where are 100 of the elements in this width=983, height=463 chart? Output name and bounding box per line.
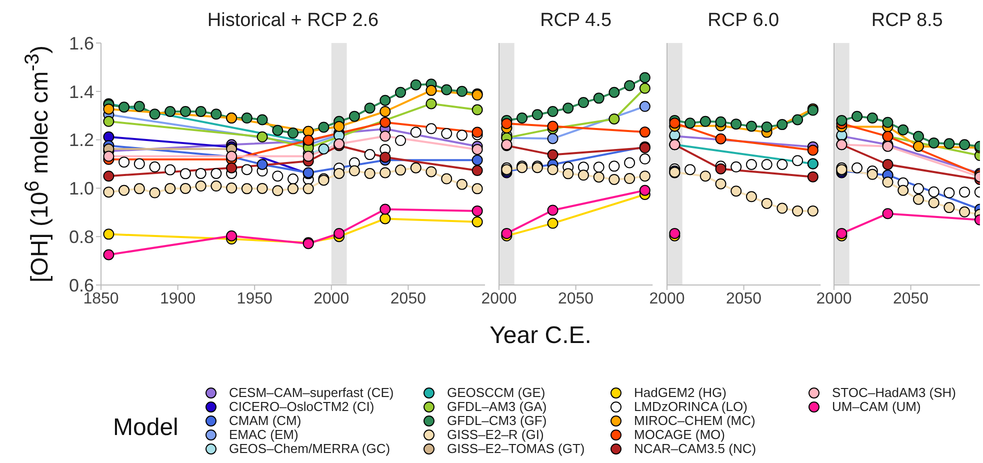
point: [684, 164, 696, 176]
x-tick-label: 1950: [236, 290, 272, 308]
point: [624, 173, 636, 184]
point: [699, 116, 710, 127]
point: [760, 158, 772, 170]
legend-label: UM–CAM (UM): [832, 399, 921, 414]
point: [380, 213, 391, 224]
point: [547, 106, 558, 117]
point: [730, 161, 742, 172]
legend-label: CESM–CAM–superfast (CE): [229, 385, 394, 400]
point: [364, 102, 376, 114]
x-tick-label: 2050: [893, 290, 929, 308]
point: [134, 183, 145, 194]
point: [608, 113, 620, 124]
point: [668, 118, 680, 129]
point: [210, 108, 222, 120]
point: [714, 163, 726, 174]
point: [714, 116, 726, 128]
point: [164, 164, 176, 176]
legend-label: CMAM (CM): [229, 413, 302, 428]
point: [547, 204, 558, 216]
point: [730, 118, 742, 130]
point: [639, 126, 650, 138]
legend-label: GFDL–CM3 (GF): [447, 413, 547, 428]
point: [836, 114, 848, 126]
point: [624, 80, 636, 92]
point: [792, 114, 803, 126]
y-tick-label: 1.4: [68, 82, 94, 102]
point: [395, 164, 406, 176]
point: [624, 157, 636, 168]
point: [134, 100, 145, 112]
point: [318, 122, 330, 133]
point: [714, 178, 726, 190]
point: [746, 158, 757, 170]
point: [395, 86, 406, 98]
point: [410, 79, 422, 90]
legend-label: CICERO–OsloCTM2 (CI): [229, 399, 374, 414]
point: [928, 186, 940, 198]
point: [164, 106, 176, 117]
point: [472, 205, 483, 216]
point: [867, 112, 878, 124]
point: [226, 182, 238, 194]
point: [380, 152, 391, 163]
point: [180, 168, 191, 180]
point: [882, 208, 894, 220]
point: [134, 158, 145, 170]
point: [562, 102, 574, 114]
point: [593, 162, 604, 173]
point: [103, 150, 114, 162]
point: [318, 143, 330, 154]
point: [164, 182, 176, 194]
point: [760, 198, 772, 209]
point: [639, 170, 650, 182]
point: [472, 154, 483, 166]
point: [639, 184, 650, 196]
point: [149, 187, 160, 198]
point: [562, 168, 574, 180]
point: [792, 205, 803, 216]
chart-title: RCP 6.0: [706, 10, 780, 32]
point: [456, 130, 468, 141]
point: [441, 173, 452, 184]
point: [867, 168, 878, 180]
point: [272, 185, 284, 196]
legend-label: GEOS–Chem/MERRA (GC): [229, 441, 390, 456]
legend-label: HadGEM2 (HG): [634, 385, 726, 400]
point: [913, 183, 924, 194]
x-tick-label: 2050: [726, 290, 762, 308]
point: [760, 121, 772, 132]
point: [180, 106, 191, 117]
point: [593, 172, 604, 183]
point: [241, 112, 252, 124]
point: [944, 187, 955, 198]
point: [776, 158, 788, 170]
point: [118, 184, 130, 196]
point: [334, 168, 345, 179]
point: [256, 131, 268, 142]
point: [149, 161, 160, 172]
legend-label: NCAR–CAM3.5 (NC): [634, 441, 756, 456]
point: [103, 104, 114, 115]
point: [364, 168, 376, 179]
point: [807, 205, 818, 216]
point: [380, 130, 391, 142]
point: [210, 180, 222, 192]
point: [547, 164, 558, 176]
point: [776, 119, 788, 130]
point: [334, 120, 345, 132]
point: [852, 110, 863, 122]
point: [472, 165, 483, 176]
point: [882, 176, 894, 188]
legend-label: GISS–E2–TOMAS (GT): [447, 441, 585, 456]
point: [608, 160, 620, 172]
point: [241, 164, 252, 176]
point: [302, 150, 314, 162]
point: [639, 72, 650, 84]
point: [578, 170, 589, 181]
x-tick-label: 2050: [390, 290, 426, 308]
x-tick-label: 2000: [314, 290, 350, 308]
point: [578, 97, 589, 108]
point: [913, 130, 924, 142]
point: [547, 133, 558, 144]
